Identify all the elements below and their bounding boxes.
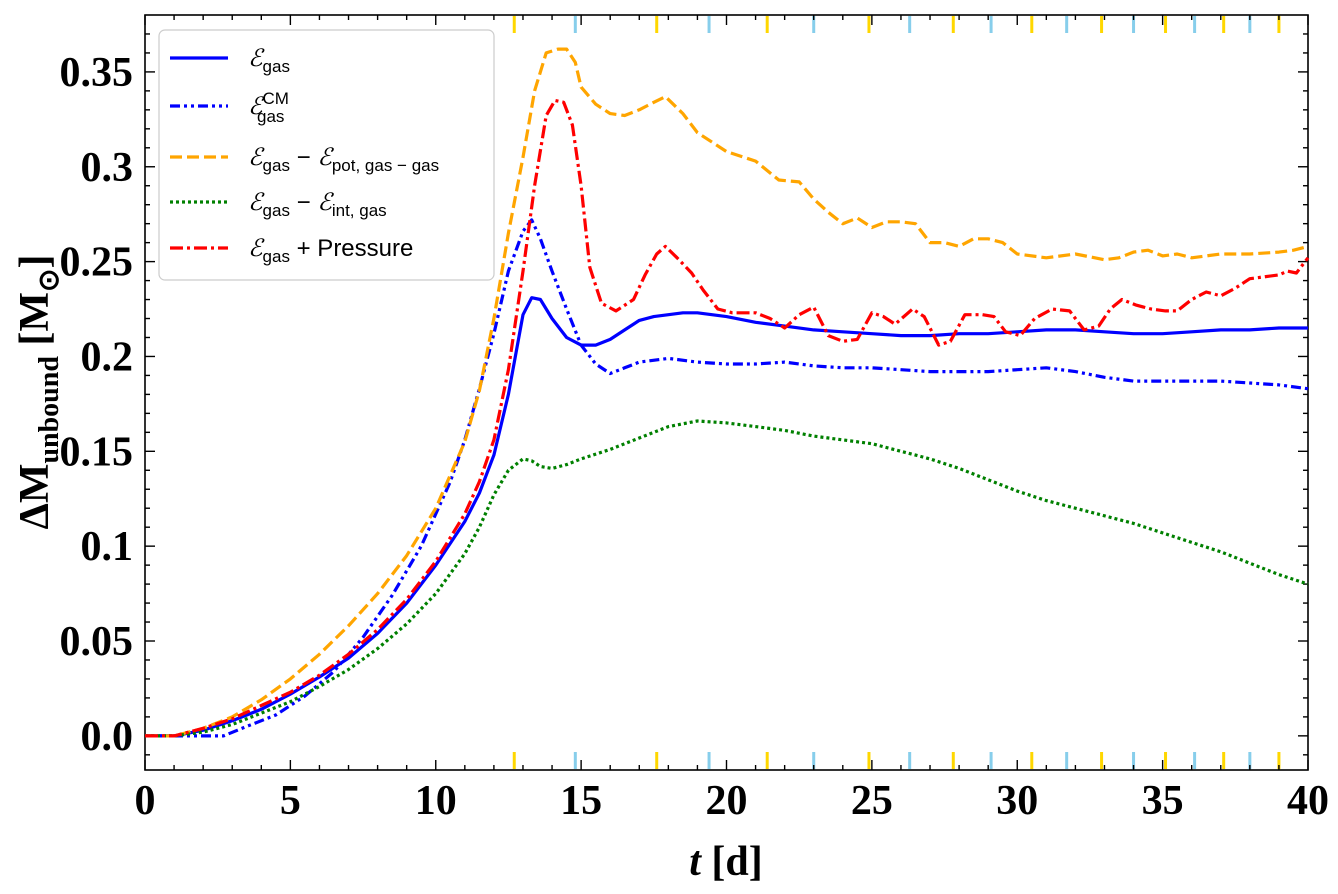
y-tick-label: 0.1 (81, 524, 134, 570)
x-tick-label: 20 (706, 778, 748, 824)
x-tick-label: 10 (415, 778, 457, 824)
tick-labels: 0 5 10 15 20 25 30 35 40 0.0 0.05 0.1 0.15 0.2 0.25 0.3… (60, 50, 1330, 824)
x-tick-label: 5 (280, 778, 301, 824)
x-tick-label: 40 (1287, 778, 1329, 824)
series-lines (145, 47, 1310, 738)
legend-label-2: ℰgas − ℰpot, gas − gas (248, 144, 439, 175)
edge-markers (512, 16, 1281, 769)
y-axis-label: ΔMunbound [M⊙] (12, 254, 65, 529)
y-tick-label: 0.2 (81, 334, 134, 380)
series-line-0 (145, 296, 1308, 738)
x-tick-label: 0 (135, 778, 156, 824)
legend-box (158, 29, 495, 281)
x-tick-label: 25 (851, 778, 893, 824)
series-line-2 (145, 47, 1309, 738)
svg-text:ΔMunbound [M⊙]: ΔMunbound [M⊙] (12, 254, 65, 529)
legend-label-0: ℰgas (248, 45, 290, 76)
y-tick-label: 0.0 (81, 714, 134, 760)
legend-label-4: ℰgas + Pressure (248, 235, 413, 266)
x-axis-label: t [d] (689, 839, 763, 885)
legend-label-1: ℰCM gas (248, 89, 289, 126)
y-tick-label: 0.3 (81, 145, 134, 191)
series-line-1 (145, 218, 1309, 738)
y-tick-label: 0.05 (60, 619, 134, 665)
y-tick-label: 0.25 (60, 240, 134, 286)
series-line-4 (145, 98, 1310, 738)
x-tick-label: 30 (996, 778, 1038, 824)
x-tick-label: 15 (560, 778, 602, 824)
x-tick-label: 35 (1142, 778, 1184, 824)
legend-label-3: ℰgas − ℰint, gas (248, 189, 387, 220)
series-line-3 (145, 419, 1309, 738)
y-tick-label: 0.15 (60, 429, 134, 475)
y-tick-label: 0.35 (60, 50, 134, 96)
legend: ℰgas ℰCM gas ℰgas − ℰpot, gas − gas ℰgas … (158, 29, 495, 281)
axis-ticks (144, 15, 1309, 770)
